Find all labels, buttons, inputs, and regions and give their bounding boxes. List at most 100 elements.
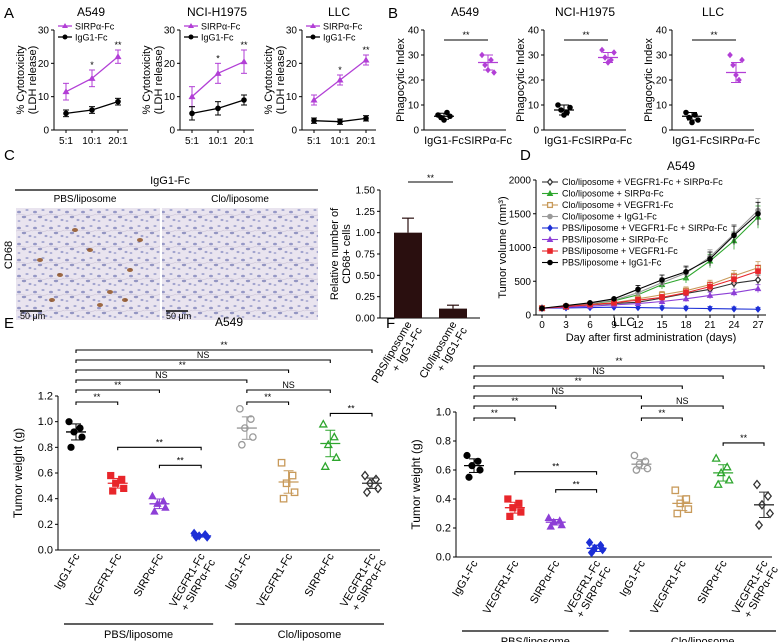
data-point [673,509,682,518]
y-tick-label: 10 [286,92,298,103]
y-tick-label: 20 [38,59,50,70]
data-point [683,304,689,312]
y-axis-label: Tumor volume (mm³) [497,196,509,298]
data-point [337,118,343,125]
data-point [754,520,764,531]
x-axis-label: Day after first administration (days) [566,332,737,344]
x-tick-label: 10:1 [330,136,350,147]
legend-label: IgG1-Fc [75,33,108,43]
y-tick-label: 20 [528,76,540,87]
chart-title: LLC [613,315,635,329]
legend-marker [62,34,68,40]
x-tick-label: IgG1-Fc [672,135,712,147]
data-point [277,458,286,467]
x-tick-label: 20:1 [356,136,376,147]
data-point [118,475,126,484]
y-tick-label: 20 [656,76,668,87]
x-tick-label: 10:1 [82,136,102,147]
data-point [109,487,117,495]
sig-label: ** [658,408,666,418]
x-tick-label: VEGFR1-Fc [255,551,296,609]
data-point [555,102,561,108]
y-tick-label: 0.0 [38,545,53,557]
data-point [658,297,666,304]
panel-F: LLC 0.0 0.2 0.4 0.6 0.8 1.0 Tumor weight (g) IgG… [409,315,778,642]
data-point [148,491,157,500]
data-point [736,76,742,84]
x-tick-label: 12 [632,320,644,331]
y-tick-label: 30 [38,26,50,37]
sig-label: ** [573,480,581,490]
series-line [541,270,759,309]
data-point [754,285,762,292]
legend-label: IgG1-Fc [201,33,234,43]
data-point [587,300,593,306]
x-tick-label: IgG1-Fc [450,558,481,599]
data-point [482,61,488,69]
y-axis-label: % Cytotoxicity(LDH release) [263,45,287,115]
data-point [360,470,370,481]
data-point [724,475,734,484]
bar [439,308,467,318]
data-point [65,418,73,426]
data-point [563,302,569,309]
data-point [689,119,695,126]
panel-A3: LLC 0 10 20 30 5:1 10:1 20:1 % Cytotoxicity(LDH … [263,5,376,147]
sig-label: NS [197,350,210,360]
sig-bracket [473,375,724,379]
y-tick-label: 1.25 [356,207,376,218]
x-tick-label: IgG1-Fc [424,135,464,147]
sig-label: NS [676,396,689,406]
cd68-stain [57,273,63,277]
data-point [441,117,447,123]
data-point [683,289,689,296]
data-point [329,432,339,441]
sig-bracket [722,442,765,446]
legend-marker [547,213,553,220]
data-point [114,53,122,60]
x-tick-label: IgG1-Fc [544,135,584,147]
sig-label: ** [710,30,718,40]
y-tick-label: 30 [408,51,420,62]
panel-A1: A549 0 10 20 30 5:1 10:1 20:1 % Cytotoxicity(LDH… [15,5,128,147]
y-tick-label: 0.8 [38,442,53,454]
x-tick-label: 3 [563,320,569,331]
panel-letter-A: A [4,5,14,22]
sig-label: * [338,65,342,75]
sig-bracket [75,349,373,353]
data-point [730,289,738,296]
y-tick-label: 0.00 [356,314,376,325]
series-line [541,288,759,309]
data-point [444,109,450,116]
legend-label: Clo/liposome + VEGFR1-Fc [562,200,674,210]
sig-label: ** [582,30,590,40]
sig-bracket [246,389,331,393]
panel-A2: NCI-H1975 0 10 20 30 5:1 10:1 20:1 % Cytotoxicit… [141,5,254,147]
y-tick-label: 30 [286,26,298,37]
sig-label: NS [551,386,564,396]
micrograph-header: IgG1-Fc [150,175,190,187]
x-tick-label: 5:1 [59,136,73,147]
y-tick-label: 0 [525,311,531,322]
y-axis-label-line: CD68+ cells [341,224,353,284]
data-point [539,305,545,312]
data-point [288,471,297,480]
y-tick-label: 0.50 [356,271,376,282]
y-axis-label-line: Relative number of [329,207,341,300]
y-tick-label: 0 [169,126,175,137]
sig-label: ** [93,392,101,402]
chart-title: LLC [702,5,724,19]
data-point [320,461,330,470]
sig-label: ** [264,392,272,402]
data-point [238,440,246,449]
sig-label: ** [615,356,623,366]
sig-label: ** [552,462,560,472]
data-point [671,486,680,495]
y-tick-label: 0 [291,126,297,137]
data-point [683,109,689,116]
data-point [214,69,222,76]
scale-label: 50 μm [20,311,45,321]
group-label: PBS/liposome [104,629,173,641]
y-tick-label: 0.75 [356,250,376,261]
panel-letter-E: E [4,315,14,332]
